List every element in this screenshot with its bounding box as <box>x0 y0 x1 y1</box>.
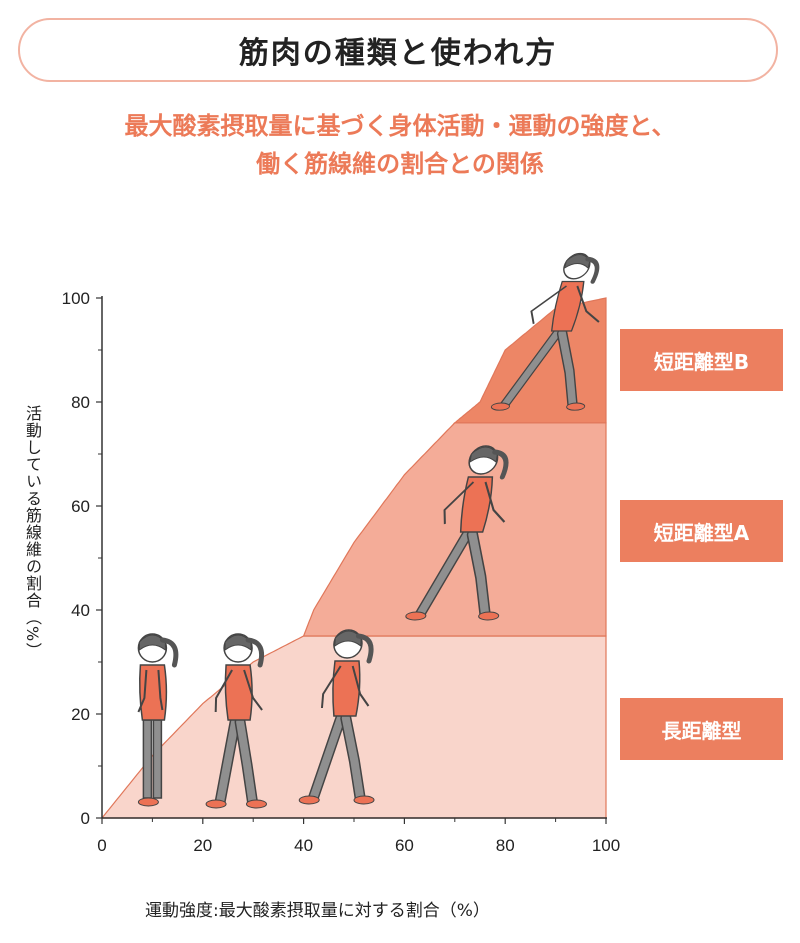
person-figure-running <box>490 252 600 411</box>
x-tick-label: 0 <box>97 836 106 855</box>
x-tick-label: 40 <box>294 836 313 855</box>
zone-label-endurance: 長距離型 <box>620 698 783 760</box>
x-axis-label: 運動強度:最大酸素摂取量に対する割合（%） <box>145 901 490 921</box>
figures-layer <box>137 252 600 809</box>
y-tick-label: 60 <box>71 497 90 516</box>
person-figure-jogging <box>405 445 509 621</box>
x-tick-label: 20 <box>193 836 212 855</box>
chart-title: 筋肉の種類と使われ方 <box>18 18 778 82</box>
y-tick-label: 100 <box>62 289 90 308</box>
zone-label-sprint-a: 短距離型A <box>620 500 783 562</box>
person-figure-walking <box>205 633 267 809</box>
chart-subtitle-line2: 働く筋線維の割合との関係 <box>256 150 544 178</box>
x-tick-label: 60 <box>395 836 414 855</box>
x-tick-label: 80 <box>496 836 515 855</box>
person-figure-brisk-walking <box>298 629 375 805</box>
y-tick-label: 0 <box>81 809 90 828</box>
axes-layer: 0 20 40 60 80 100 0 20 40 60 80 100 <box>62 289 621 855</box>
person-figure-standing <box>137 633 179 807</box>
y-tick-label: 20 <box>71 705 90 724</box>
chart-subtitle-line1: 最大酸素摂取量に基づく身体活動・運動の強度と、 <box>124 112 676 140</box>
y-tick-label: 80 <box>71 393 90 412</box>
zone-area-1 <box>302 422 607 637</box>
y-tick-label: 40 <box>71 601 90 620</box>
x-tick-label: 100 <box>592 836 620 855</box>
y-axis-label: 活動している筋線維の割合（%） <box>23 405 42 660</box>
zone-label-sprint-b: 短距離型B <box>620 329 783 391</box>
